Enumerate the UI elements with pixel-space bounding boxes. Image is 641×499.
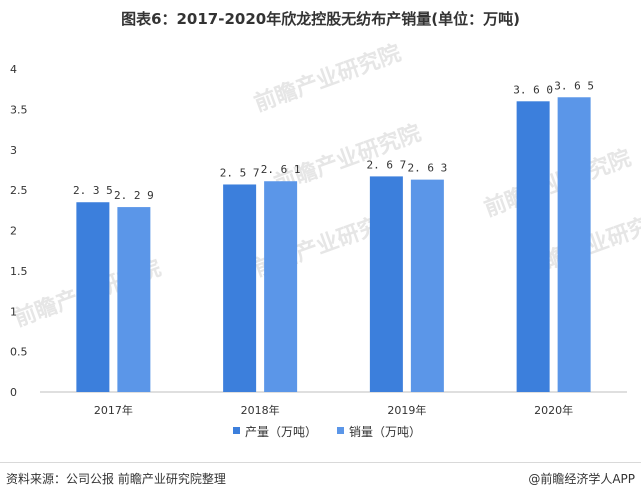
y-tick-label: 2 xyxy=(10,225,17,238)
bar-sales xyxy=(410,179,444,392)
legend-label: 产量（万吨） xyxy=(245,425,317,439)
y-tick-label: 3 xyxy=(10,144,17,157)
x-tick-label: 2020年 xyxy=(534,403,573,417)
data-label: 2. 6 1 xyxy=(261,163,301,176)
y-tick-label: 2.5 xyxy=(10,184,28,197)
data-label: 2. 5 7 xyxy=(220,166,260,179)
bar-sales xyxy=(117,207,151,392)
y-tick-label: 4 xyxy=(10,63,17,76)
bar-production xyxy=(369,176,403,392)
brand-credit: @前瞻经济学人APP xyxy=(528,472,635,486)
bar-production xyxy=(516,101,550,393)
data-label: 2. 6 3 xyxy=(408,162,448,175)
y-tick-label: 3.5 xyxy=(10,103,28,116)
data-label: 3. 6 5 xyxy=(554,79,594,92)
data-label: 3. 6 0 xyxy=(513,83,553,96)
watermark: 前瞻产业研究院 xyxy=(481,145,635,222)
x-tick-label: 2017年 xyxy=(94,403,133,417)
y-tick-label: 1 xyxy=(10,305,17,318)
bar-production xyxy=(76,202,110,392)
legend-label: 销量（万吨） xyxy=(349,425,421,439)
x-axis: 2017年 2018年 2019年 2020年 xyxy=(94,403,573,417)
bar-sales xyxy=(264,181,298,392)
x-tick-label: 2019年 xyxy=(387,403,426,417)
legend: 产量（万吨） 销量（万吨） xyxy=(233,425,421,439)
legend-swatch xyxy=(233,427,240,434)
data-label: 2. 6 7 xyxy=(367,158,407,171)
watermark: 前瞻产业研究院 xyxy=(251,40,405,117)
y-tick-label: 0 xyxy=(10,386,17,399)
y-tick-label: 1.5 xyxy=(10,265,28,278)
chart-title: 图表6：2017-2020年欣龙控股无纺布产销量(单位：万吨) xyxy=(121,10,520,28)
bar-sales xyxy=(557,97,591,392)
data-label: 2. 2 9 xyxy=(114,189,154,202)
y-axis: 0 0.5 1 1.5 2 2.5 3 3.5 4 xyxy=(10,63,28,399)
bar-production xyxy=(223,184,257,392)
y-tick-label: 0.5 xyxy=(10,346,28,359)
legend-swatch xyxy=(337,427,344,434)
x-tick-label: 2018年 xyxy=(241,403,280,417)
bars: 2. 3 5 2. 2 9 2. 5 7 2. 6 1 2. 6 7 2. 6 3 3. 6… xyxy=(73,79,594,393)
data-label: 2. 3 5 xyxy=(73,184,113,197)
footer-divider xyxy=(0,462,641,463)
source-note: 资料来源：公司公报 前瞻产业研究院整理 xyxy=(6,472,226,486)
